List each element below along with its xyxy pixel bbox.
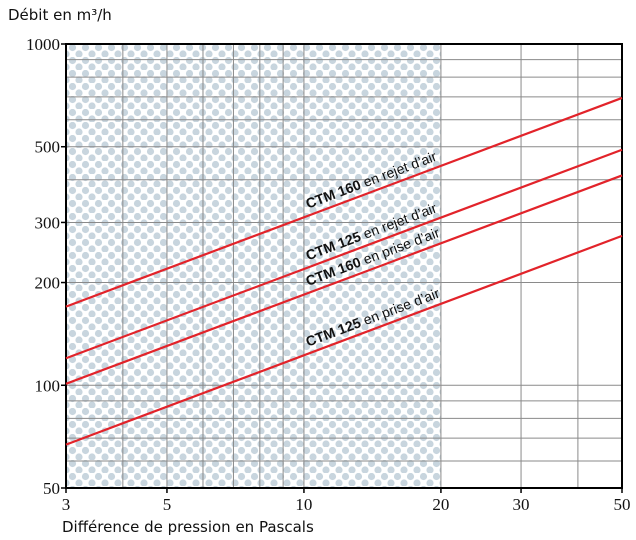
y-tick-label: 100 [35, 376, 61, 395]
x-axis-label: Différence de pression en Pascals [62, 518, 314, 536]
y-tick-label: 200 [35, 274, 61, 293]
y-tick-label: 1000 [26, 35, 60, 54]
y-axis-label: Débit en m³/h [8, 6, 112, 24]
y-tick-label: 300 [35, 213, 61, 232]
y-tick-label: 50 [43, 479, 60, 498]
series-line [65, 148, 623, 360]
x-tick-label: 50 [614, 495, 631, 514]
x-tick-label: 5 [163, 495, 172, 514]
x-tick-label: 3 [62, 495, 71, 514]
series-line [65, 234, 623, 446]
x-tick-label: 30 [513, 495, 530, 514]
plot-frame [65, 43, 623, 489]
shaded-area [66, 44, 441, 488]
series-line [65, 96, 623, 308]
x-tick-label: 10 [295, 495, 312, 514]
series-line [65, 174, 623, 385]
y-tick-label: 500 [35, 138, 61, 157]
x-tick-label: 20 [432, 495, 449, 514]
